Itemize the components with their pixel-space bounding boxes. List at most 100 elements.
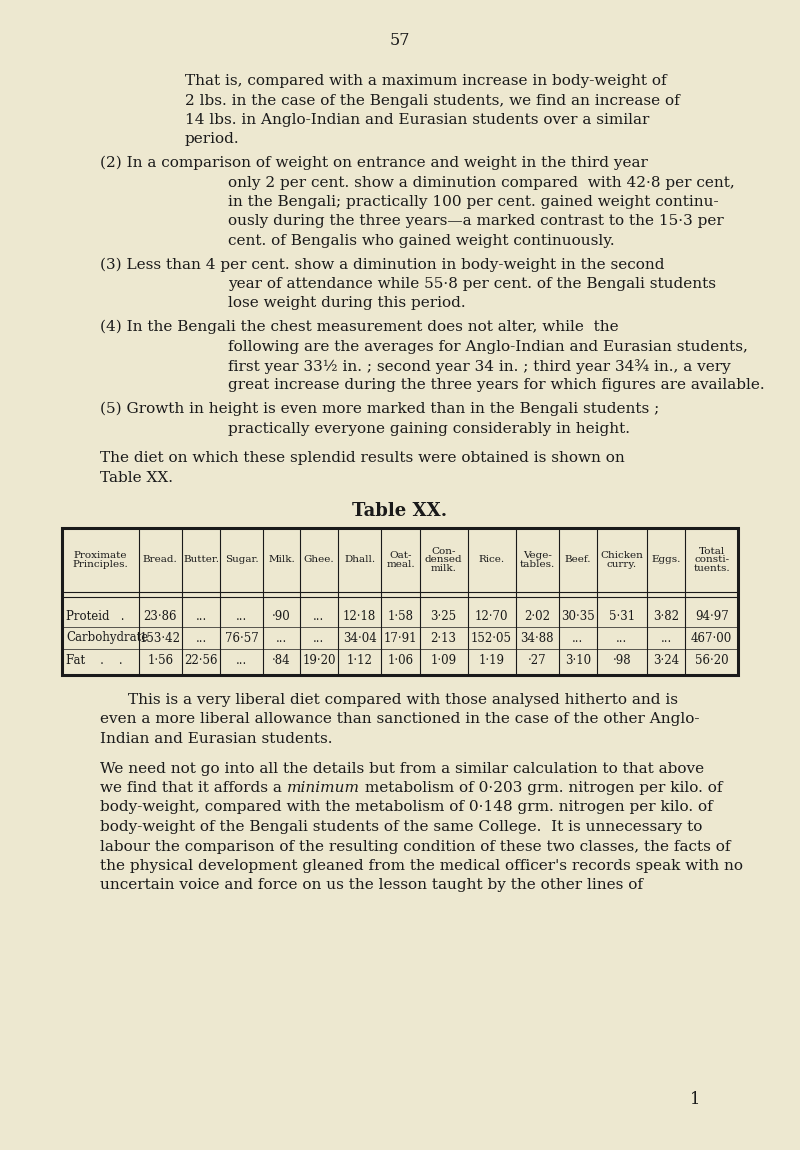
Text: following are the averages for Anglo-Indian and Eurasian students,: following are the averages for Anglo-Ind… bbox=[228, 339, 748, 353]
Text: ...: ... bbox=[236, 610, 247, 622]
Text: 1: 1 bbox=[690, 1091, 700, 1107]
Text: tuents.: tuents. bbox=[694, 564, 730, 573]
Text: Oat-: Oat- bbox=[390, 551, 412, 560]
Text: Principles.: Principles. bbox=[73, 560, 128, 569]
Text: 152·05: 152·05 bbox=[471, 631, 512, 644]
Text: 17·91: 17·91 bbox=[384, 631, 418, 644]
Text: Proximate: Proximate bbox=[74, 551, 127, 560]
Text: 2·13: 2·13 bbox=[430, 631, 457, 644]
Text: 467·00: 467·00 bbox=[691, 631, 732, 644]
Text: 34·04: 34·04 bbox=[343, 631, 377, 644]
Text: year of attendance while 55·8 per cent. of the Bengali students: year of attendance while 55·8 per cent. … bbox=[228, 277, 716, 291]
Text: first year 33½ in. ; second year 34 in. ; third year 34¾ in., a very: first year 33½ in. ; second year 34 in. … bbox=[228, 359, 730, 374]
Text: 76·57: 76·57 bbox=[225, 631, 258, 644]
Text: 14 lbs. in Anglo-Indian and Eurasian students over a similar: 14 lbs. in Anglo-Indian and Eurasian stu… bbox=[185, 113, 650, 126]
Text: 2 lbs. in the case of the Bengali students, we find an increase of: 2 lbs. in the case of the Bengali studen… bbox=[185, 93, 680, 107]
Text: ...: ... bbox=[195, 610, 206, 622]
Text: (3) Less than 4 per cent. show a diminution in body-weight in the second: (3) Less than 4 per cent. show a diminut… bbox=[100, 258, 665, 271]
Text: ...: ... bbox=[236, 653, 247, 667]
Text: milk.: milk. bbox=[430, 564, 457, 573]
Text: 1·56: 1·56 bbox=[147, 653, 174, 667]
Text: (2) In a comparison of weight on entrance and weight in the third year: (2) In a comparison of weight on entranc… bbox=[100, 156, 648, 170]
Text: (4) In the Bengali the chest measurement does not alter, while  the: (4) In the Bengali the chest measurement… bbox=[100, 320, 618, 335]
Text: Chicken: Chicken bbox=[601, 551, 643, 560]
Text: labour the comparison of the resulting condition of these two classes, the facts: labour the comparison of the resulting c… bbox=[100, 840, 730, 853]
Text: Rice.: Rice. bbox=[478, 555, 505, 565]
Text: densed: densed bbox=[425, 555, 462, 565]
Text: This is a very liberal diet compared with those analysed hitherto and is: This is a very liberal diet compared wit… bbox=[128, 693, 678, 707]
Text: Bread.: Bread. bbox=[143, 555, 178, 565]
Text: curry.: curry. bbox=[607, 560, 637, 569]
Text: 57: 57 bbox=[390, 32, 410, 49]
Text: ...: ... bbox=[195, 631, 206, 644]
Text: Vege-: Vege- bbox=[522, 551, 551, 560]
Text: the physical development gleaned from the medical officer's records speak with n: the physical development gleaned from th… bbox=[100, 859, 743, 873]
Text: Indian and Eurasian students.: Indian and Eurasian students. bbox=[100, 733, 333, 746]
Text: 56·20: 56·20 bbox=[695, 653, 729, 667]
Text: Dhall.: Dhall. bbox=[344, 555, 375, 565]
Bar bbox=[62, 528, 738, 675]
Text: great increase during the three years for which figures are available.: great increase during the three years fo… bbox=[228, 378, 765, 392]
Text: Fat    .    .: Fat . . bbox=[66, 653, 122, 667]
Text: 12·70: 12·70 bbox=[475, 610, 508, 622]
Text: ·27: ·27 bbox=[528, 653, 546, 667]
Text: cent. of Bengalis who gained weight continuously.: cent. of Bengalis who gained weight cont… bbox=[228, 233, 614, 248]
Text: minimum: minimum bbox=[286, 781, 360, 795]
Text: 3·82: 3·82 bbox=[653, 610, 679, 622]
Text: Milk.: Milk. bbox=[268, 555, 295, 565]
Text: ...: ... bbox=[314, 610, 325, 622]
Text: 1·09: 1·09 bbox=[430, 653, 457, 667]
Text: we find that it affords a: we find that it affords a bbox=[100, 781, 286, 795]
Text: 12·18: 12·18 bbox=[343, 610, 376, 622]
Text: 3·25: 3·25 bbox=[430, 610, 457, 622]
Text: Beef.: Beef. bbox=[565, 555, 591, 565]
Text: 1·19: 1·19 bbox=[478, 653, 505, 667]
Text: uncertain voice and force on us the lesson taught by the other lines of: uncertain voice and force on us the less… bbox=[100, 879, 643, 892]
Text: Sugar.: Sugar. bbox=[225, 555, 258, 565]
Text: ously during the three years—a marked contrast to the 15·3 per: ously during the three years—a marked co… bbox=[228, 215, 724, 229]
Text: period.: period. bbox=[185, 132, 240, 146]
Text: ...: ... bbox=[314, 631, 325, 644]
Text: 5·31: 5·31 bbox=[609, 610, 635, 622]
Text: ...: ... bbox=[616, 631, 628, 644]
Text: Ghee.: Ghee. bbox=[304, 555, 334, 565]
Text: 30·35: 30·35 bbox=[561, 610, 594, 622]
Text: even a more liberal allowance than sanctioned in the case of the other Anglo-: even a more liberal allowance than sanct… bbox=[100, 713, 699, 727]
Text: tables.: tables. bbox=[519, 560, 554, 569]
Text: lose weight during this period.: lose weight during this period. bbox=[228, 297, 466, 310]
Text: 3·24: 3·24 bbox=[653, 653, 679, 667]
Text: body-weight of the Bengali students of the same College.  It is unnecessary to: body-weight of the Bengali students of t… bbox=[100, 820, 702, 834]
Text: We need not go into all the details but from a similar calculation to that above: We need not go into all the details but … bbox=[100, 761, 704, 775]
Text: 2·02: 2·02 bbox=[524, 610, 550, 622]
Text: That is, compared with a maximum increase in body-weight of: That is, compared with a maximum increas… bbox=[185, 74, 666, 89]
Text: 3·10: 3·10 bbox=[565, 653, 591, 667]
Text: in the Bengali; practically 100 per cent. gained weight continu-: in the Bengali; practically 100 per cent… bbox=[228, 196, 718, 209]
Text: Proteid   .: Proteid . bbox=[66, 610, 125, 622]
Text: 19·20: 19·20 bbox=[302, 653, 336, 667]
Text: ...: ... bbox=[572, 631, 583, 644]
Text: ...: ... bbox=[661, 631, 672, 644]
Text: ·98: ·98 bbox=[613, 653, 631, 667]
Text: 34·88: 34·88 bbox=[520, 631, 554, 644]
Text: Carbohydrate: Carbohydrate bbox=[66, 631, 148, 644]
Text: 153·42: 153·42 bbox=[140, 631, 181, 644]
Text: meal.: meal. bbox=[386, 560, 414, 569]
Text: 1·12: 1·12 bbox=[346, 653, 373, 667]
Text: consti-: consti- bbox=[694, 555, 729, 565]
Text: ·90: ·90 bbox=[272, 610, 291, 622]
Text: ·84: ·84 bbox=[272, 653, 291, 667]
Text: ...: ... bbox=[276, 631, 287, 644]
Text: body-weight, compared with the metabolism of 0·148 grm. nitrogen per kilo. of: body-weight, compared with the metabolis… bbox=[100, 800, 713, 814]
Text: 1·06: 1·06 bbox=[387, 653, 414, 667]
Text: only 2 per cent. show a diminution compared  with 42·8 per cent,: only 2 per cent. show a diminution compa… bbox=[228, 176, 734, 190]
Text: (5) Growth in height is even more marked than in the Bengali students ;: (5) Growth in height is even more marked… bbox=[100, 402, 659, 416]
Text: The diet on which these splendid results were obtained is shown on: The diet on which these splendid results… bbox=[100, 451, 625, 465]
Text: Con-: Con- bbox=[431, 547, 456, 555]
Text: 1·58: 1·58 bbox=[387, 610, 414, 622]
Text: 22·56: 22·56 bbox=[184, 653, 218, 667]
Text: Table XX.: Table XX. bbox=[353, 503, 447, 520]
Text: Table XX.: Table XX. bbox=[100, 470, 173, 484]
Text: Butter.: Butter. bbox=[183, 555, 219, 565]
Text: 94·97: 94·97 bbox=[694, 610, 729, 622]
Text: Eggs.: Eggs. bbox=[651, 555, 681, 565]
